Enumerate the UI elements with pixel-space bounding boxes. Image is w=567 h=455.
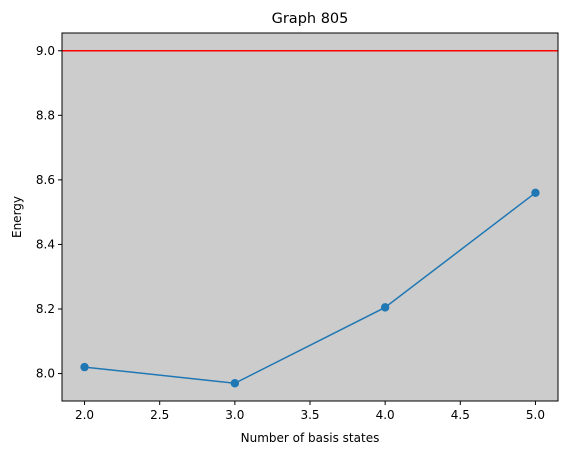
x-tick-label: 2.0 [75,408,94,422]
y-tick-label: 8.4 [36,237,55,251]
x-tick-label: 2.5 [150,408,169,422]
data-point [230,379,240,388]
y-tick-label: 8.0 [36,367,55,381]
x-axis-label: Number of basis states [241,431,380,445]
data-point [531,188,540,197]
x-tick-label: 5.0 [526,408,545,422]
y-axis: 8.0 8.2 8.4 8.6 8.8 9.0 [36,44,62,381]
plot-area [62,33,558,401]
y-tick-label: 8.8 [36,108,55,122]
chart-title: Graph 805 [272,11,349,27]
data-point [80,362,89,372]
x-tick-label: 3.0 [225,408,244,422]
y-tick-label: 9.0 [36,44,55,58]
x-tick-label: 4.5 [451,408,470,422]
y-axis-label: Energy [10,196,24,238]
x-tick-label: 4.0 [376,408,395,422]
y-tick-label: 8.2 [36,302,55,316]
x-axis: 2.0 2.5 3.0 3.5 4.0 4.5 5.0 [75,401,545,422]
data-point [380,303,390,312]
y-tick-label: 8.6 [36,173,55,187]
series-line-0 [84,192,536,385]
x-tick-label: 3.5 [300,408,319,422]
series-layer [80,188,540,388]
